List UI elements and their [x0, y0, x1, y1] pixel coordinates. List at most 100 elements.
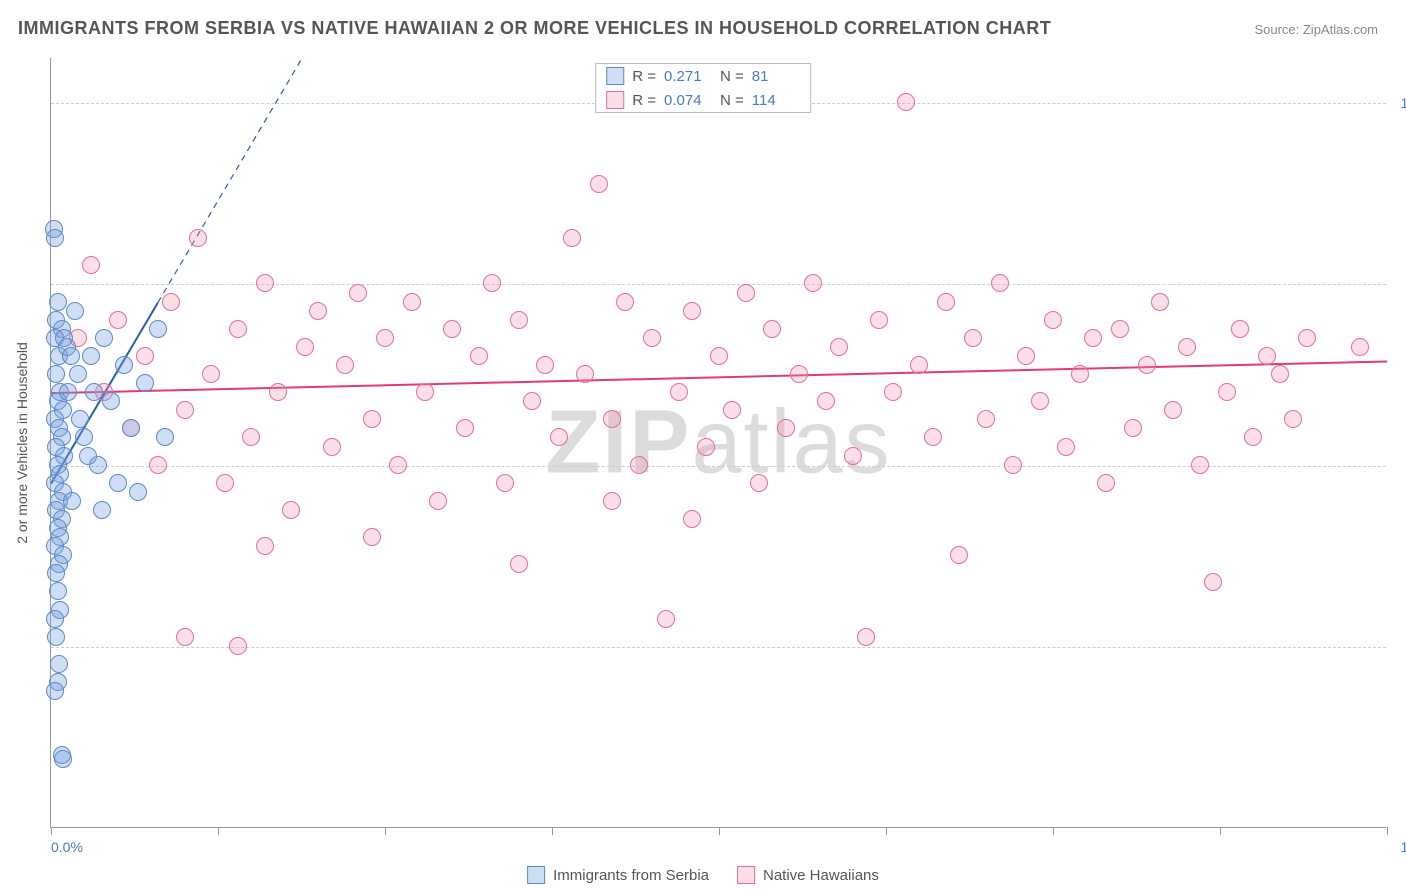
data-point — [1231, 320, 1249, 338]
data-point — [456, 419, 474, 437]
data-point — [830, 338, 848, 356]
data-point — [1111, 320, 1129, 338]
x-tick — [886, 827, 887, 835]
y-axis-label-wrap: 2 or more Vehicles in Household — [0, 58, 50, 828]
data-point — [389, 456, 407, 474]
x-tick — [385, 827, 386, 835]
data-point — [349, 284, 367, 302]
data-point — [1244, 428, 1262, 446]
data-point — [1284, 410, 1302, 428]
data-point — [1178, 338, 1196, 356]
data-point — [66, 302, 84, 320]
x-tick — [719, 827, 720, 835]
data-point — [229, 637, 247, 655]
data-point — [510, 555, 528, 573]
r-label: R = — [632, 92, 656, 109]
data-point — [616, 293, 634, 311]
data-point — [59, 383, 77, 401]
n-value-hawaiian: 114 — [752, 92, 800, 109]
data-point — [162, 293, 180, 311]
data-point — [363, 528, 381, 546]
data-point — [1004, 456, 1022, 474]
data-point — [697, 438, 715, 456]
swatch-hawaiian-icon — [737, 866, 755, 884]
data-point — [269, 383, 287, 401]
x-tick — [218, 827, 219, 835]
x-tick — [552, 827, 553, 835]
data-point — [710, 347, 728, 365]
y-axis-label: 2 or more Vehicles in Household — [14, 342, 30, 544]
data-point — [1271, 365, 1289, 383]
data-point — [109, 474, 127, 492]
source-label: Source: ZipAtlas.com — [1254, 22, 1378, 37]
x-tick — [1053, 827, 1054, 835]
data-point — [1218, 383, 1236, 401]
data-point — [49, 293, 67, 311]
plot-area: ZIPatlas 40.0%60.0%80.0%100.0%0.0%100.0% — [50, 58, 1386, 828]
data-point — [910, 356, 928, 374]
legend-item-serbia: Immigrants from Serbia — [527, 866, 709, 884]
data-point — [790, 365, 808, 383]
data-point — [496, 474, 514, 492]
data-point — [202, 365, 220, 383]
data-point — [1138, 356, 1156, 374]
chart-container: IMMIGRANTS FROM SERBIA VS NATIVE HAWAIIA… — [0, 0, 1406, 892]
gridline-h — [51, 647, 1386, 648]
data-point — [670, 383, 688, 401]
data-point — [82, 347, 100, 365]
data-point — [216, 474, 234, 492]
data-point — [82, 256, 100, 274]
data-point — [723, 401, 741, 419]
data-point — [1351, 338, 1369, 356]
data-point — [63, 492, 81, 510]
data-point — [50, 655, 68, 673]
data-point — [763, 320, 781, 338]
data-point — [95, 329, 113, 347]
data-point — [309, 302, 327, 320]
data-point — [102, 392, 120, 410]
data-point — [576, 365, 594, 383]
data-point — [1097, 474, 1115, 492]
data-point — [1124, 419, 1142, 437]
data-point — [510, 311, 528, 329]
data-point — [62, 347, 80, 365]
r-value-hawaiian: 0.074 — [664, 92, 712, 109]
n-value-serbia: 81 — [752, 68, 800, 85]
data-point — [1071, 365, 1089, 383]
data-point — [844, 447, 862, 465]
swatch-serbia — [606, 67, 624, 85]
data-point — [470, 347, 488, 365]
data-point — [47, 564, 65, 582]
x-tick — [1220, 827, 1221, 835]
swatch-serbia-icon — [527, 866, 545, 884]
x-tick-label: 0.0% — [51, 839, 83, 855]
watermark: ZIPatlas — [545, 391, 891, 494]
data-point — [657, 610, 675, 628]
gridline-h — [51, 466, 1386, 467]
swatch-hawaiian — [606, 91, 624, 109]
data-point — [75, 428, 93, 446]
data-point — [256, 274, 274, 292]
data-point — [1204, 573, 1222, 591]
data-point — [991, 274, 1009, 292]
data-point — [229, 320, 247, 338]
data-point — [737, 284, 755, 302]
data-point — [1298, 329, 1316, 347]
n-label: N = — [720, 68, 744, 85]
data-point — [603, 492, 621, 510]
r-label: R = — [632, 68, 656, 85]
data-point — [937, 293, 955, 311]
data-point — [336, 356, 354, 374]
data-point — [630, 456, 648, 474]
series-legend: Immigrants from Serbia Native Hawaiians — [527, 866, 879, 884]
legend-item-hawaiian: Native Hawaiians — [737, 866, 879, 884]
data-point — [93, 501, 111, 519]
data-point — [46, 229, 64, 247]
data-point — [156, 428, 174, 446]
data-point — [85, 383, 103, 401]
legend-row-serbia: R = 0.271 N = 81 — [596, 64, 810, 88]
data-point — [483, 274, 501, 292]
data-point — [1164, 401, 1182, 419]
data-point — [590, 175, 608, 193]
data-point — [149, 456, 167, 474]
